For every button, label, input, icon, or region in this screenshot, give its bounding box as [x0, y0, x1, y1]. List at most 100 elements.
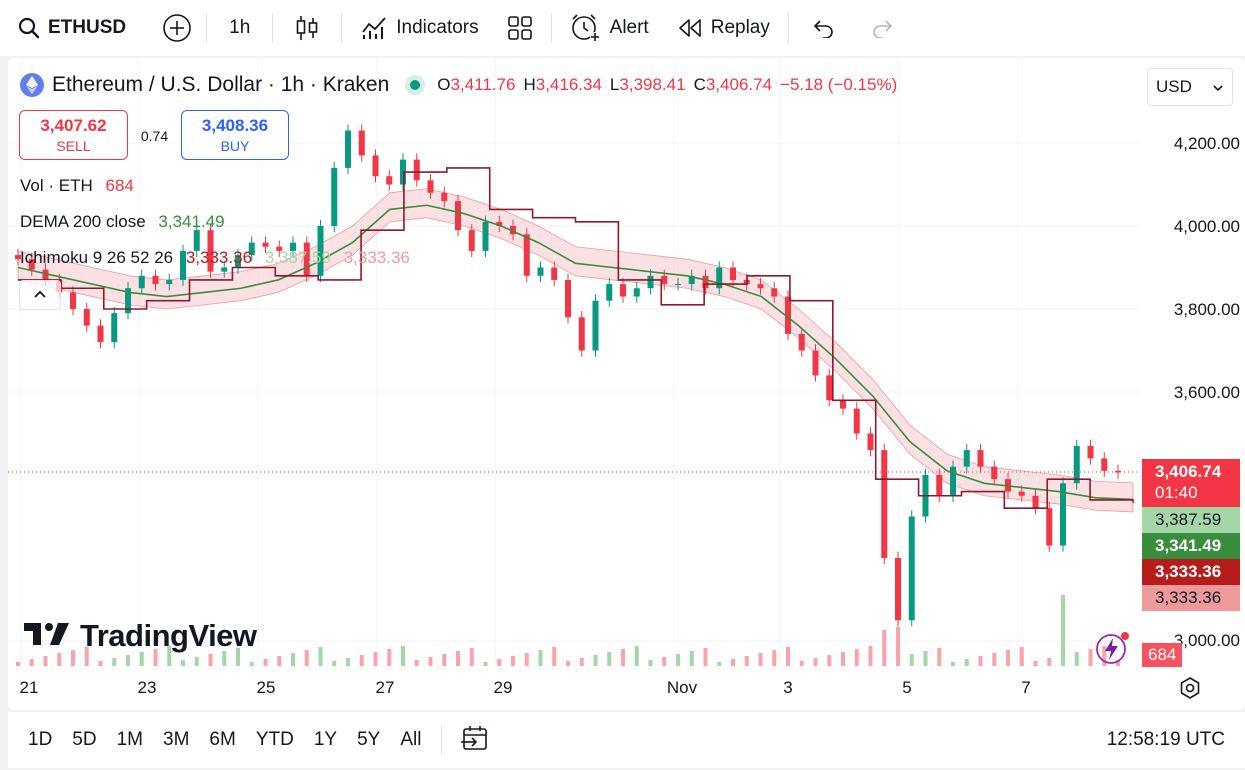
- grid-icon: [507, 15, 533, 41]
- alert-button[interactable]: Alert: [556, 8, 663, 48]
- chart-panel[interactable]: Ethereum / U.S. Dollar · 1h · Kraken O3,…: [8, 58, 1245, 710]
- range-5y-button[interactable]: 5Y: [357, 729, 381, 750]
- volume-indicator-legend[interactable]: Vol · ETH 684: [20, 176, 134, 196]
- chart-type-button[interactable]: [277, 8, 337, 48]
- volume-bar: [112, 658, 117, 666]
- candle-body: [482, 221, 489, 251]
- candle-body: [1115, 470, 1121, 473]
- toolbar-divider: [441, 725, 443, 755]
- volume-bar: [552, 647, 557, 666]
- candle-body: [606, 284, 613, 301]
- range-all-button[interactable]: All: [400, 729, 422, 750]
- volume-bar: [648, 660, 653, 666]
- go-to-date-button[interactable]: [452, 723, 498, 758]
- volume-bar: [359, 655, 364, 666]
- volume-bar: [662, 657, 667, 666]
- dema-indicator-legend[interactable]: DEMA 200 close 3,341.49: [20, 212, 225, 232]
- symbol-search-button[interactable]: ETHUSD: [0, 8, 136, 48]
- collapse-legend-button[interactable]: [19, 280, 61, 310]
- volume-bar: [57, 653, 62, 666]
- range-ytd-button[interactable]: YTD: [255, 729, 294, 750]
- volume-bar: [1061, 595, 1065, 666]
- volume-bar: [731, 659, 735, 666]
- candle-body: [661, 275, 668, 285]
- redo-icon: [871, 18, 895, 38]
- volume-bar: [84, 647, 89, 666]
- range-6m-button[interactable]: 6M: [209, 729, 236, 750]
- candle-body: [125, 288, 131, 314]
- range-1y-button[interactable]: 1Y: [313, 729, 338, 750]
- candle-body: [840, 400, 846, 409]
- candle-body: [496, 221, 503, 226]
- bar-countdown: 01:40: [1155, 483, 1198, 502]
- rewind-icon: [677, 17, 703, 39]
- candle-body: [908, 516, 915, 621]
- undo-button[interactable]: [793, 8, 853, 48]
- volume-tag: 684: [1142, 643, 1182, 667]
- symbol-title[interactable]: Ethereum / U.S. Dollar · 1h · Kraken: [52, 73, 390, 96]
- candle-body: [963, 450, 970, 467]
- volume-bar: [442, 654, 447, 666]
- volume-bar: [414, 660, 419, 666]
- volume-bar: [153, 649, 158, 666]
- candle-body: [152, 275, 159, 285]
- replay-button[interactable]: Replay: [663, 8, 784, 48]
- range-3m-button[interactable]: 3M: [163, 729, 190, 750]
- candle-body: [193, 230, 200, 251]
- candle-body: [785, 296, 791, 334]
- range-1m-button[interactable]: 1M: [116, 729, 143, 750]
- volume-bar: [511, 656, 515, 666]
- price-axis-label: 4,000.00: [1173, 217, 1240, 236]
- candle-body: [592, 300, 599, 351]
- buy-label: BUY: [220, 138, 250, 154]
- volume-bar: [854, 649, 859, 666]
- ichimoku-span-b-tag: 3,333.36: [1142, 585, 1240, 611]
- toolbar-divider: [550, 13, 552, 43]
- sell-button[interactable]: 3,407.62 SELL: [19, 110, 128, 160]
- alarm-clock-icon: [570, 13, 602, 43]
- interval-button[interactable]: 1h: [211, 8, 268, 48]
- volume-bar: [304, 650, 309, 666]
- range-1d-button[interactable]: 1D: [28, 729, 53, 750]
- replay-label: Replay: [710, 17, 770, 38]
- tradingview-logo-icon: [24, 621, 70, 652]
- indicators-button[interactable]: Indicators: [346, 8, 492, 48]
- time-axis-label: 21: [19, 678, 39, 697]
- volume-bar: [497, 659, 502, 666]
- chart-settings-button[interactable]: [1178, 676, 1202, 705]
- market-open-status-icon[interactable]: [405, 75, 426, 95]
- volume-bar: [222, 651, 227, 666]
- ohlc-high: H3,416.34: [523, 75, 602, 94]
- volume-bar: [676, 654, 680, 666]
- redo-button[interactable]: [853, 8, 913, 48]
- volume-bar: [841, 652, 845, 666]
- gear-icon: [1178, 677, 1202, 704]
- volume-bar: [208, 654, 213, 666]
- currency-select[interactable]: USD: [1147, 68, 1233, 106]
- volume-bar: [524, 653, 529, 666]
- tradingview-logo[interactable]: TradingView: [24, 618, 257, 654]
- utc-clock[interactable]: 12:58:19 UTC: [1106, 729, 1225, 750]
- volume-bar: [964, 659, 969, 666]
- volume-bar: [868, 646, 873, 666]
- ichimoku-indicator-legend[interactable]: Ichimoku 9 26 52 26 3,333.36 3,387.59 3,…: [20, 248, 410, 268]
- candle-body: [716, 267, 723, 289]
- candle-body: [303, 242, 310, 276]
- buy-button[interactable]: 3,408.36 BUY: [181, 110, 289, 160]
- ai-assistant-button[interactable]: [1094, 631, 1130, 668]
- candle-body: [413, 159, 420, 181]
- candle-body: [262, 242, 269, 247]
- price-change: −5.18 (−0.15%): [780, 75, 898, 94]
- tradingview-brand: TradingView: [80, 618, 257, 653]
- last-price-tag: 3,406.74 01:40: [1142, 459, 1240, 507]
- undo-icon: [811, 18, 835, 38]
- candle-body: [551, 267, 558, 280]
- candle-body: [1101, 458, 1108, 471]
- volume-bar: [799, 661, 804, 666]
- volume-bar: [249, 662, 254, 666]
- layouts-button[interactable]: [493, 8, 547, 48]
- time-axis-label: 27: [375, 678, 395, 697]
- range-5d-button[interactable]: 5D: [72, 729, 97, 750]
- compare-button[interactable]: [152, 8, 202, 48]
- volume-bar: [318, 647, 323, 666]
